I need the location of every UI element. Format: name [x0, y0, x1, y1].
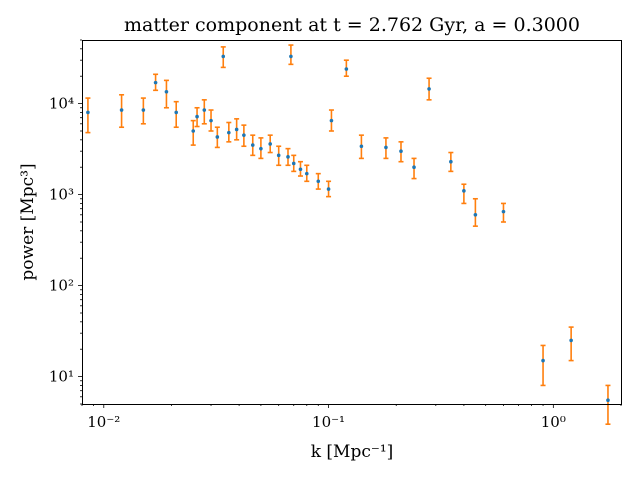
data-point	[191, 129, 196, 133]
y-tick-label: 10³	[49, 186, 74, 204]
data-point	[259, 146, 263, 151]
data-point	[606, 398, 610, 403]
data-point	[541, 358, 545, 363]
data-point	[569, 338, 573, 343]
data-point	[384, 145, 388, 150]
data-point	[286, 155, 290, 159]
data-point	[412, 165, 416, 170]
data-point	[329, 118, 334, 123]
data-point	[215, 135, 220, 139]
data-point	[250, 143, 255, 147]
data-point	[195, 114, 199, 119]
data-point	[316, 179, 321, 184]
data-point	[289, 54, 293, 59]
data-point	[344, 67, 349, 71]
data-point	[427, 87, 431, 91]
data-point	[202, 108, 207, 112]
y-tick-label: 10²	[49, 277, 74, 295]
error-bars	[85, 44, 611, 425]
x-axis-label: k [Mpc⁻¹]	[311, 442, 394, 462]
data-point	[473, 212, 478, 217]
plot-frame	[82, 40, 622, 405]
data-point	[304, 171, 309, 176]
data-point	[298, 167, 303, 172]
chart-title: matter component at t = 2.762 Gyr, a = 0…	[124, 14, 580, 36]
data-point	[119, 108, 124, 112]
data-point	[209, 118, 213, 123]
data-point	[291, 161, 296, 166]
data-point	[221, 54, 226, 59]
data-points	[86, 54, 610, 403]
y-tick-label: 10¹	[49, 368, 74, 386]
x-tick-label: 10⁻²	[87, 413, 120, 431]
data-point	[268, 142, 272, 146]
data-point	[164, 89, 169, 94]
data-point	[242, 133, 246, 137]
data-point	[501, 209, 506, 214]
x-axis-ticks: 10⁻² 10⁻¹ 10⁰	[81, 404, 622, 431]
data-point	[234, 127, 239, 132]
data-point	[462, 189, 466, 193]
data-point	[449, 159, 453, 164]
data-point	[174, 110, 179, 115]
x-tick-label: 10⁻¹	[312, 413, 345, 431]
data-point	[141, 108, 146, 112]
x-tick-label: 10⁰	[541, 413, 566, 431]
data-point	[399, 149, 403, 153]
data-point	[276, 153, 281, 158]
y-axis-ticks: 10¹ 10² 10³ 10⁴	[49, 39, 82, 405]
y-axis-label: power [Mpc³]	[18, 163, 38, 280]
y-tick-label: 10⁴	[49, 95, 74, 113]
data-point	[359, 144, 364, 149]
data-point	[326, 187, 331, 191]
data-point	[227, 130, 231, 135]
data-point	[153, 80, 158, 85]
data-point	[86, 110, 90, 115]
